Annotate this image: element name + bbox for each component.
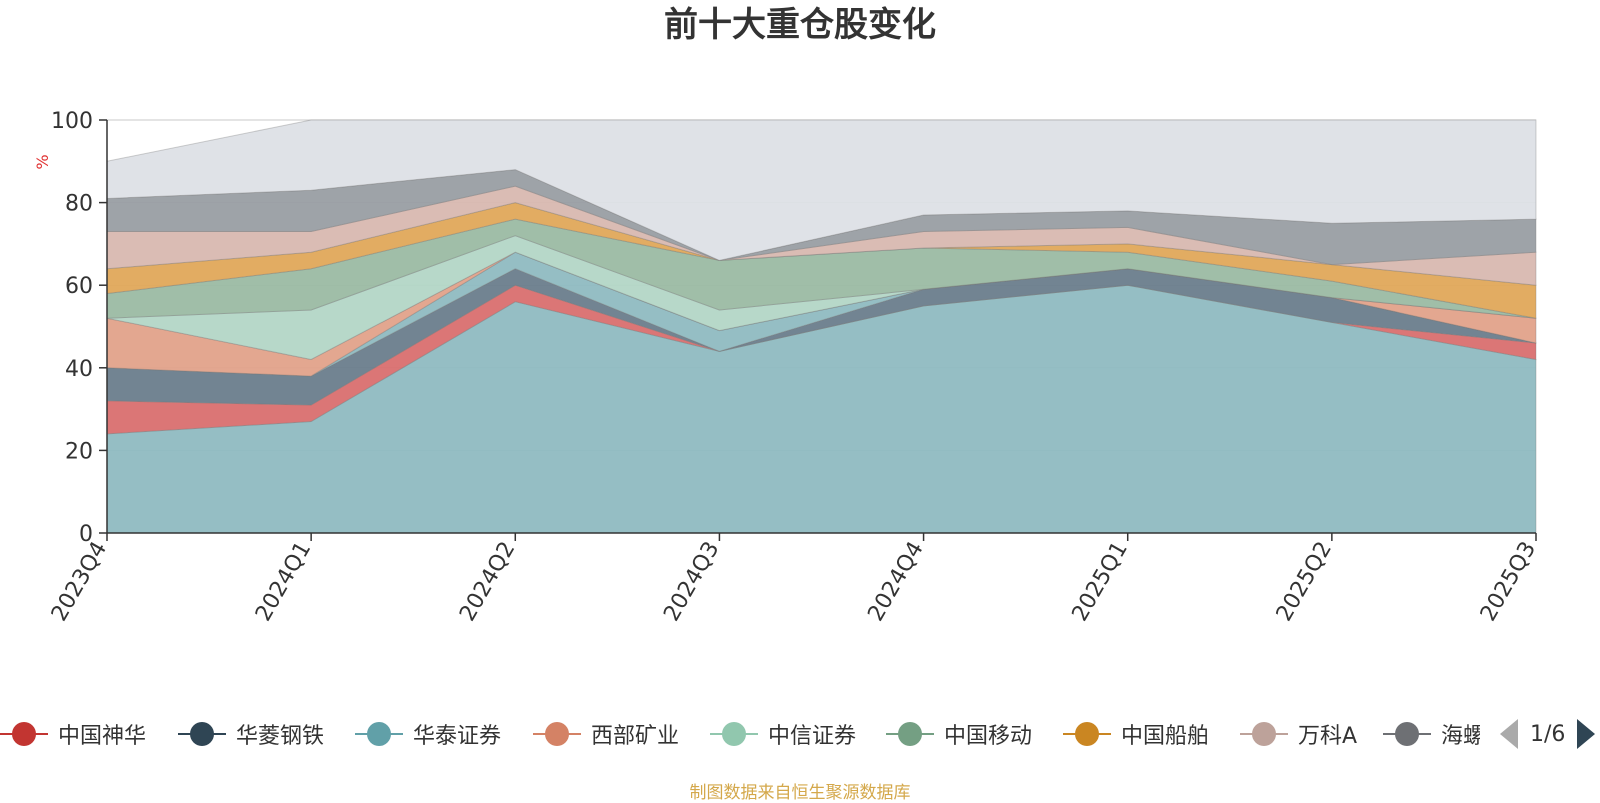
legend-marker-icon [1240,722,1288,746]
area-3[interactable] [106,268,1537,406]
chart-title: 前十大重仓股变化 [664,5,936,45]
legend-item[interactable]: 中信证券 [710,716,856,752]
legend-item[interactable]: 华菱钢铁 [178,716,324,752]
legend-label: 中国船舶 [1121,724,1210,749]
legend-next-button[interactable] [1577,719,1596,749]
legend-marker-icon [710,722,758,746]
x-tick-label: 2025Q1 [1068,538,1133,626]
area-2[interactable] [106,284,1537,435]
area-11[interactable] [106,119,1537,261]
legend-item[interactable]: 中国移动 [886,716,1032,752]
legend-marker-icon [1383,722,1431,746]
legend-item[interactable]: 西部矿业 [533,716,679,752]
x-tick-label: 2024Q1 [251,538,316,626]
legend-marker-icon [0,722,48,746]
legend-marker-icon [355,722,403,746]
legend-item[interactable]: 华泰证券 [355,716,501,752]
legend-label: 中信证券 [768,724,857,749]
area-5[interactable] [106,251,1537,377]
legend-marker-icon [178,722,226,746]
legend-marker-icon [1063,722,1111,746]
area-series [106,119,1537,534]
legend-label: 西部矿业 [591,724,680,749]
legend-label: 万科A [1298,724,1358,749]
y-tick-label: 20 [65,439,93,464]
x-tick-label: 2025Q2 [1272,538,1337,626]
legend-item[interactable]: 海螺 [1383,716,1480,752]
y-tick-label: 100 [51,109,93,134]
legend-marker-icon [886,722,934,746]
source-note: 制图数据来自恒生聚源数据库 [689,783,911,803]
legend-page-indicator: 1/6 [1530,721,1566,747]
legend-item[interactable]: 中国船舶 [1063,716,1209,752]
y-tick-label: 80 [65,192,93,217]
x-tick-label: 2024Q3 [659,538,724,626]
legend-pager: 1/6 [1500,716,1600,752]
legend-label: 海螺 [1441,724,1480,749]
area-7[interactable] [106,218,1537,319]
chart-svg: 0 20 40 60 80 100 2023Q4 2024Q1 2024Q2 2024Q3 2024… [33,109,1541,626]
y-tick-label: 0 [79,522,93,547]
y-tick-label: 40 [65,357,93,382]
legend-item[interactable]: 万科A [1240,716,1357,752]
x-tick-label: 2025Q3 [1476,538,1541,626]
legend-item[interactable]: 中国神华 [0,716,146,752]
legend-label: 中国移动 [944,724,1033,749]
legend-prev-button[interactable] [1500,719,1518,749]
x-tick-label: 2024Q2 [455,538,520,626]
x-tick-label: 2024Q4 [863,538,928,626]
legend: 中国神华 华菱钢铁 华泰证券 西部矿业 中信证券 中国移动 中国船舶 万科A 海螺 [0,716,1480,752]
legend-label: 华泰证券 [413,724,502,749]
legend-label: 华菱钢铁 [236,724,325,749]
y-tick-label: 60 [65,274,93,299]
legend-marker-icon [533,722,581,746]
x-tick-label: 2023Q4 [47,538,112,626]
area-10[interactable] [106,169,1537,266]
area-8[interactable] [106,202,1537,319]
y-axis-label: % [33,154,52,169]
legend-label: 中国神华 [58,724,147,749]
area-9[interactable] [106,185,1537,286]
